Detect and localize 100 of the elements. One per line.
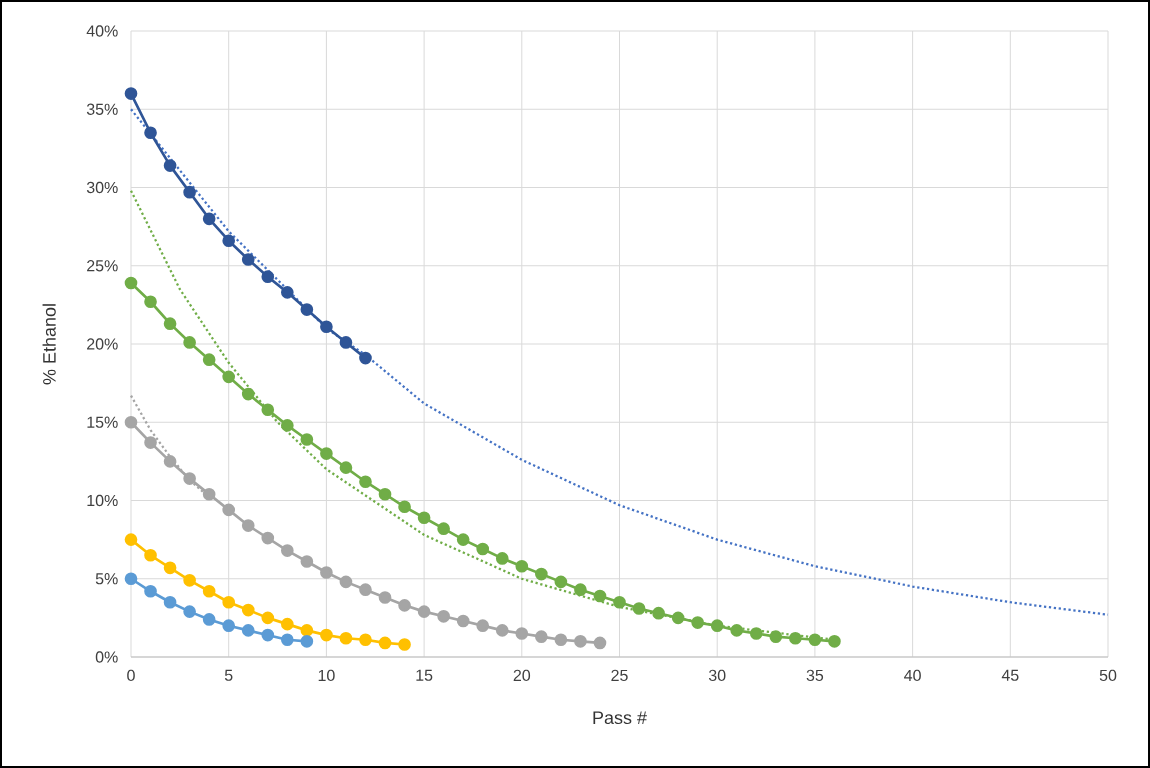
point (183, 336, 196, 349)
x-tick-label: 25 (611, 669, 628, 682)
point (124, 276, 138, 290)
point (789, 631, 802, 645)
point (222, 234, 236, 248)
point (417, 511, 431, 525)
x-tick-label: 40 (904, 669, 921, 682)
point (437, 522, 450, 536)
point (241, 624, 255, 637)
y-tick-label: 40% (86, 25, 118, 37)
point (320, 320, 333, 334)
x-tick-label: 30 (708, 669, 726, 682)
point (300, 635, 314, 648)
point (378, 487, 392, 501)
point (124, 572, 138, 586)
point (495, 624, 509, 637)
point (202, 353, 216, 366)
point (124, 87, 138, 100)
point (300, 433, 314, 446)
point (398, 500, 411, 514)
point (691, 616, 704, 629)
point (261, 403, 275, 417)
point (261, 531, 275, 545)
point (222, 503, 236, 517)
y-tick-label: 30% (86, 181, 118, 194)
point (280, 544, 294, 557)
point (417, 605, 431, 618)
x-axis-title: Pass # (593, 711, 647, 725)
point (710, 619, 724, 633)
point (280, 633, 294, 647)
point (280, 617, 294, 631)
x-tick-label: 20 (513, 669, 531, 682)
point (280, 419, 294, 432)
point (222, 370, 236, 384)
point (593, 589, 607, 603)
point (183, 472, 196, 485)
point (300, 303, 314, 316)
point (359, 633, 372, 647)
point (671, 611, 685, 625)
point (183, 605, 196, 618)
point (163, 561, 177, 575)
point (222, 619, 236, 633)
point (476, 542, 490, 556)
point (144, 126, 157, 140)
point (163, 595, 177, 609)
point (339, 575, 353, 589)
point (280, 286, 294, 299)
y-axis-title: % Ethanol (42, 304, 56, 385)
y-tick-label: 5% (95, 573, 118, 585)
point (202, 613, 216, 626)
point (378, 591, 392, 604)
point (632, 602, 646, 615)
point (359, 351, 372, 365)
point (241, 253, 255, 266)
point (261, 270, 275, 284)
x-tick-label: 0 (127, 669, 135, 682)
point (476, 619, 490, 633)
point (320, 447, 333, 460)
point (535, 567, 548, 581)
point (535, 630, 548, 643)
y-tick-label: 35% (86, 103, 118, 115)
y-tick-label: 25% (87, 260, 118, 272)
point (144, 584, 157, 598)
point (202, 212, 216, 226)
point (183, 185, 196, 199)
point (300, 624, 314, 637)
point (202, 487, 216, 501)
line-series (129, 108, 1110, 616)
point (241, 603, 255, 617)
x-tick-label: 5 (224, 669, 233, 681)
point (339, 631, 353, 645)
point (320, 628, 333, 642)
point (222, 595, 236, 609)
y-tick-label: 0% (95, 651, 118, 663)
point (808, 633, 822, 647)
point (769, 630, 783, 643)
point (163, 159, 177, 172)
point (574, 583, 587, 597)
point (515, 559, 529, 573)
point (261, 628, 275, 642)
point (144, 295, 157, 309)
point (515, 627, 529, 640)
x-tick-label: 35 (806, 669, 824, 682)
point (593, 636, 607, 650)
x-tick-label: 10 (318, 669, 335, 682)
x-tick-label: 50 (1099, 669, 1117, 682)
point (359, 583, 372, 597)
y-tick-label: 15% (87, 416, 118, 428)
point (261, 611, 275, 625)
point (163, 317, 177, 330)
y-tick-label: 20% (87, 338, 118, 350)
point (652, 606, 665, 620)
point (456, 533, 470, 546)
point (183, 573, 196, 587)
point (163, 455, 177, 468)
y-tick-label: 10% (87, 494, 118, 507)
point (378, 636, 392, 650)
point (730, 624, 744, 637)
point (241, 519, 255, 532)
point (124, 533, 138, 546)
